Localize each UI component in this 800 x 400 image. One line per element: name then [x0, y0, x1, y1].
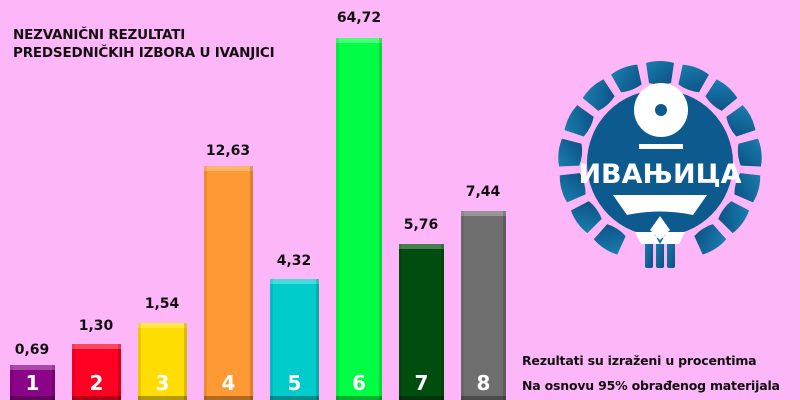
chart-title-line2: PREDSEDNIČKIH IZBORA U IVANJICI: [13, 45, 275, 61]
bar-number: 7: [414, 371, 429, 395]
chart-title: NEZVANIČNI REZULTATI PREDSEDNIČKIH IZBOR…: [13, 26, 275, 62]
bar-3: 3: [138, 323, 187, 400]
logo-ring-segments: [558, 61, 762, 268]
bar-7: 7: [399, 244, 444, 400]
note-processed: Na osnovu 95% obrađenog materijala: [522, 378, 780, 393]
bar-4: 4: [204, 166, 253, 400]
bar-8: 8: [461, 211, 506, 400]
bar-5: 5: [270, 279, 319, 400]
note-units: Rezultati su izraženi u procentima: [522, 353, 757, 368]
bar-value-label: 12,63: [205, 143, 251, 159]
bar-1: 1: [10, 365, 55, 400]
bar-value-label: 0,69: [14, 342, 50, 358]
bar-value-label: 1,54: [144, 296, 180, 312]
ivanjica-logo: ИВАЊИЦА: [558, 61, 762, 268]
bar-number: 5: [287, 371, 302, 395]
bar-value-label: 1,30: [78, 318, 114, 334]
bar-number: 1: [25, 371, 40, 395]
bar-6: 6: [336, 38, 382, 400]
bar-value-label: 7,44: [465, 184, 501, 200]
bar-2: 2: [72, 344, 121, 400]
logo-text: ИВАЊИЦА: [578, 159, 741, 190]
bar-number: 8: [476, 371, 491, 395]
bar-value-label: 64,72: [336, 10, 382, 26]
bar-value-label: 4,32: [276, 253, 312, 269]
bar-number: 6: [352, 371, 366, 395]
chart-title-line1: NEZVANIČNI REZULTATI: [13, 27, 186, 43]
bar-number: 4: [221, 371, 236, 395]
bar-value-label: 5,76: [403, 217, 439, 233]
bar-number: 3: [155, 371, 170, 395]
bar-number: 2: [89, 371, 104, 395]
